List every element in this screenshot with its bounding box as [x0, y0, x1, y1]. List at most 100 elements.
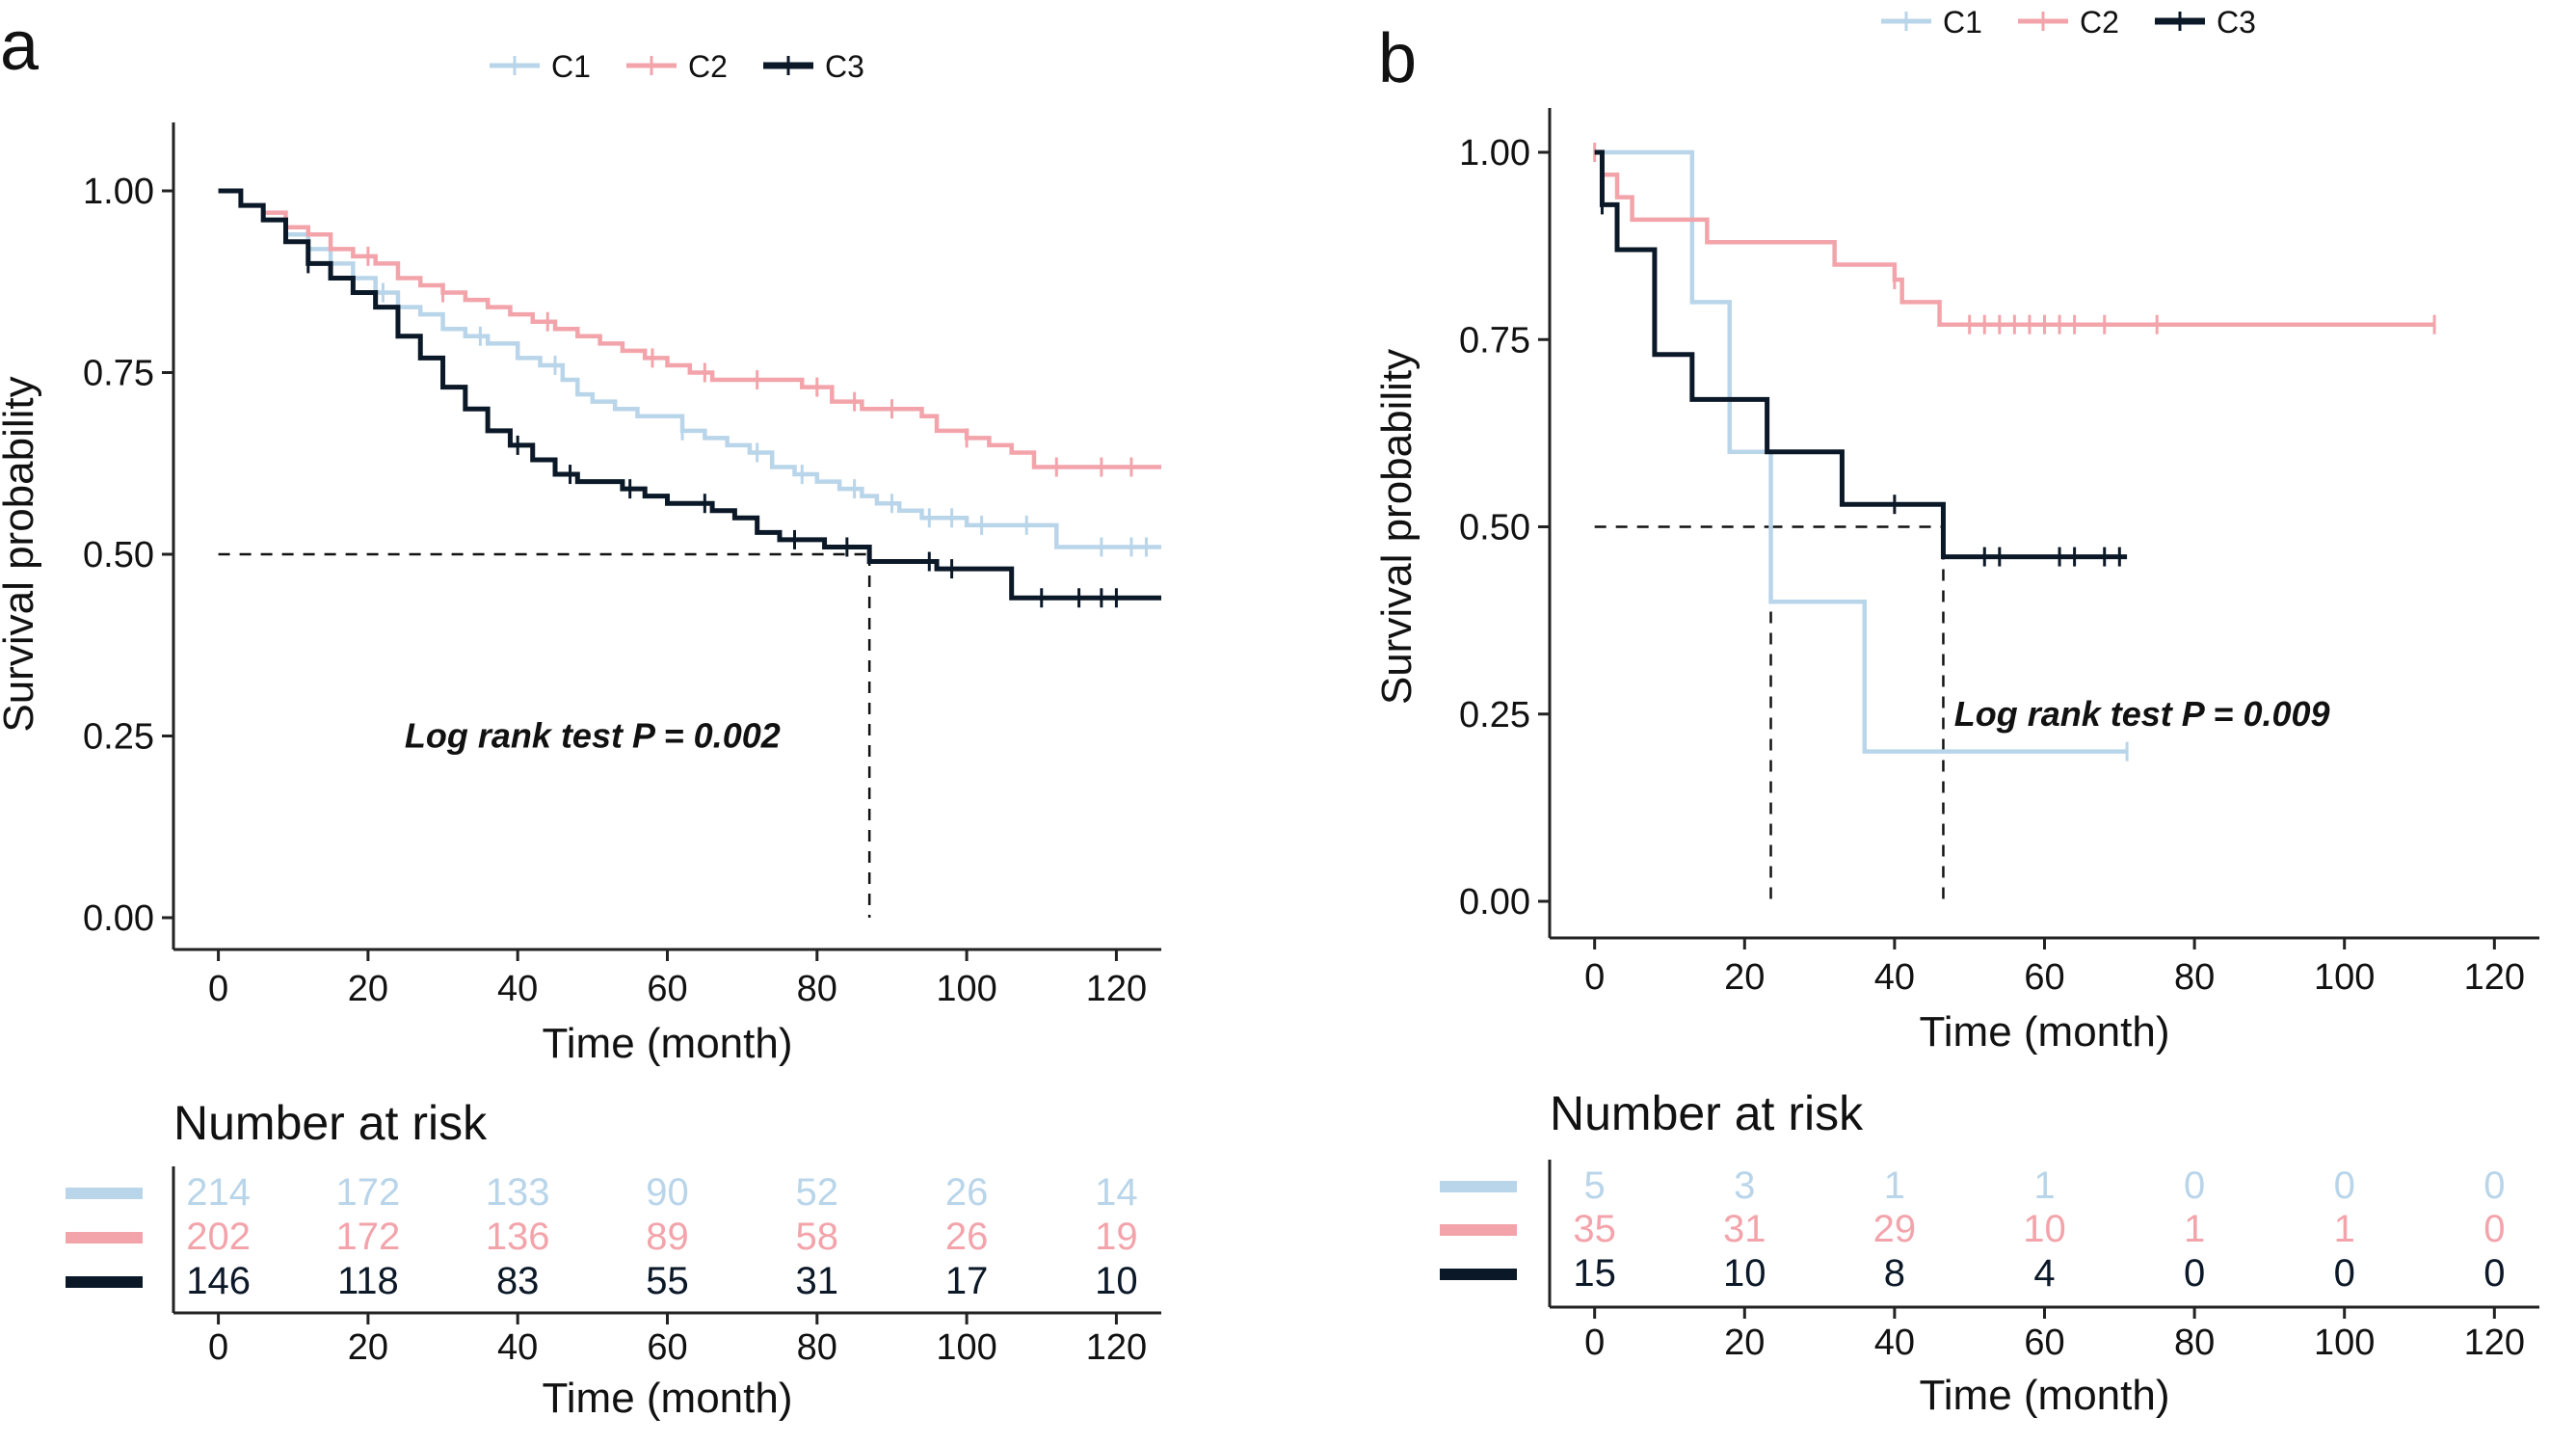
risk-count-C1: 0 [2184, 1164, 2205, 1207]
risk-count-C2: 19 [1095, 1216, 1138, 1258]
risk-table-title: Number at risk [1550, 1086, 1864, 1140]
risk-count-C1: 172 [336, 1171, 401, 1214]
risk-count-C2: 31 [1723, 1208, 1766, 1250]
risk-count-C2: 172 [336, 1216, 401, 1258]
risk-count-C2: 29 [1873, 1208, 1917, 1250]
y-axis-label: Survival probability [0, 376, 42, 732]
risk-count-C3: 55 [646, 1260, 689, 1302]
risk-count-C3: 15 [1573, 1252, 1616, 1295]
risk-count-C1: 3 [1734, 1164, 1755, 1207]
km-curve-C3 [218, 188, 1161, 601]
legend-label-C2: C2 [688, 49, 728, 84]
risk-x-tick-label: 40 [497, 1327, 538, 1368]
risk-count-C3: 8 [1884, 1252, 1905, 1295]
legend-label-C1: C1 [1943, 5, 1982, 40]
x-tick-label: 120 [2464, 957, 2525, 998]
risk-x-tick-label: 20 [1724, 1323, 1765, 1363]
panel-a: a C1 C2 C3 0.00 0.25 0.50 0.75 1.00 0 20 40 60 80 100 1… [0, 8, 1161, 1422]
y-tick-label: 1.00 [1459, 133, 1530, 174]
risk-count-C2: 10 [2023, 1208, 2066, 1250]
risk-x-tick-label: 0 [1584, 1323, 1605, 1363]
x-tick-label: 60 [647, 969, 687, 1009]
risk-count-C3: 0 [2334, 1252, 2355, 1295]
risk-count-C1: 52 [796, 1171, 839, 1214]
risk-count-C1: 5 [1584, 1164, 1606, 1207]
risk-count-C3: 10 [1095, 1260, 1138, 1302]
risk-x-tick-label: 60 [647, 1327, 687, 1368]
y-tick-label: 0.50 [1459, 508, 1530, 548]
panel-b: b C1 C2 C30.000.250.500.751.000 20 40 60 80 100 1… [1373, 5, 2539, 1419]
risk-count-C2: 26 [945, 1216, 989, 1258]
km-curve-C1 [1594, 149, 2128, 754]
x-axis-label: Time (month) [543, 1020, 793, 1067]
risk-count-C1: 90 [646, 1171, 689, 1214]
risk-count-C3: 0 [2184, 1252, 2205, 1295]
risk-count-C1: 0 [2334, 1164, 2355, 1207]
risk-count-C1: 14 [1095, 1171, 1138, 1214]
risk-x-tick-label: 60 [2024, 1323, 2064, 1363]
logrank-annotation: Log rank test P = 0.009 [1954, 694, 2330, 734]
risk-count-C2: 35 [1573, 1208, 1616, 1250]
risk-x-tick-label: 120 [2464, 1323, 2525, 1363]
x-tick-label: 20 [1724, 957, 1765, 998]
y-tick-label: 0.00 [1459, 882, 1530, 923]
risk-x-tick-label: 20 [348, 1327, 388, 1368]
y-tick-label: 0.50 [83, 535, 154, 575]
legend-label-C1: C1 [551, 49, 591, 84]
risk-count-C3: 0 [2483, 1252, 2505, 1295]
risk-count-C3: 17 [945, 1260, 989, 1302]
risk-count-C1: 1 [2033, 1164, 2055, 1207]
x-tick-label: 120 [1086, 969, 1147, 1009]
risk-x-tick-label: 0 [208, 1327, 228, 1368]
x-tick-label: 80 [2174, 957, 2215, 998]
x-tick-label: 100 [2314, 957, 2375, 998]
risk-count-C2: 89 [646, 1216, 689, 1258]
risk-count-C1: 1 [1884, 1164, 1905, 1207]
risk-count-C3: 118 [337, 1260, 399, 1302]
y-axis-label: Survival probability [1373, 349, 1421, 705]
x-tick-label: 20 [348, 969, 388, 1009]
km-curve-C3 [1594, 149, 2128, 560]
x-tick-label: 80 [797, 969, 837, 1009]
risk-count-C3: 4 [2033, 1252, 2055, 1295]
risk-x-axis-label: Time (month) [1920, 1372, 2170, 1419]
panel-label: b [1378, 20, 1417, 97]
risk-count-C1: 26 [945, 1171, 989, 1214]
risk-count-C3: 10 [1723, 1252, 1766, 1295]
y-tick-label: 0.00 [83, 898, 154, 939]
km-curve-C2 [1594, 149, 2435, 327]
y-tick-label: 0.75 [1459, 320, 1530, 361]
y-tick-label: 1.00 [83, 172, 154, 212]
y-tick-label: 0.25 [83, 717, 154, 758]
risk-count-C1: 133 [486, 1171, 550, 1214]
risk-x-tick-label: 80 [797, 1327, 837, 1368]
risk-count-C2: 0 [2483, 1208, 2505, 1250]
risk-count-C3: 146 [186, 1260, 251, 1302]
risk-count-C2: 1 [2184, 1208, 2205, 1250]
x-tick-label: 60 [2024, 957, 2064, 998]
x-tick-label: 0 [1584, 957, 1605, 998]
risk-count-C1: 0 [2483, 1164, 2505, 1207]
x-tick-label: 100 [936, 969, 996, 1009]
risk-x-tick-label: 100 [936, 1327, 996, 1368]
x-tick-label: 40 [497, 969, 538, 1009]
logrank-annotation: Log rank test P = 0.002 [405, 716, 781, 756]
risk-table-title: Number at risk [173, 1096, 488, 1150]
risk-count-C2: 202 [186, 1216, 251, 1258]
legend-label-C2: C2 [2080, 5, 2119, 40]
risk-x-tick-label: 40 [1874, 1323, 1915, 1363]
y-tick-label: 0.75 [83, 354, 154, 394]
y-tick-label: 0.25 [1459, 695, 1530, 735]
km-curve-C2 [218, 188, 1161, 469]
km-curve-C1 [218, 188, 1161, 549]
risk-count-C1: 214 [186, 1171, 251, 1214]
x-tick-label: 40 [1874, 957, 1915, 998]
legend-label-C3: C3 [2217, 5, 2256, 40]
risk-count-C2: 1 [2334, 1208, 2355, 1250]
legend-label-C3: C3 [825, 49, 864, 84]
risk-count-C2: 58 [796, 1216, 839, 1258]
panel-label: a [0, 8, 40, 85]
risk-count-C2: 136 [486, 1216, 550, 1258]
risk-x-tick-label: 120 [1086, 1327, 1147, 1368]
risk-count-C3: 83 [496, 1260, 540, 1302]
